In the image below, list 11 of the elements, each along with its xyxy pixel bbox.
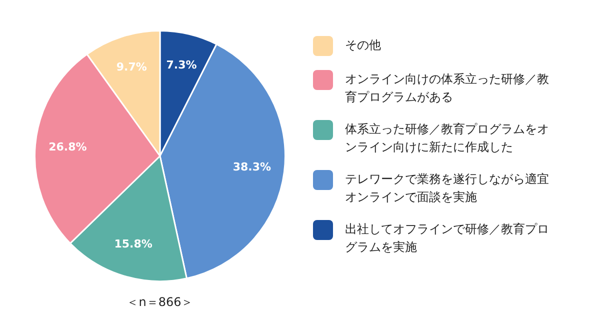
text: ＜n＝866＞ [126,294,194,311]
legend-label: その他 [345,37,382,54]
data-label: 7.3% [166,58,197,72]
legend-label: オンライン向けの体系立った研修／教育プログラムがある [345,71,550,106]
data-label: 26.8% [48,140,87,154]
legend-label: テレワークで業務を遂行しながら適宜オンラインで面談を実施 [345,171,550,206]
data-label: 15.8% [114,238,152,251]
data-label: 38.3% [232,160,272,174]
legend-label: 体系立った研修／教育プログラムをオンライン向けに新たに作成した [345,121,550,156]
data-label: 9.7% [116,60,147,74]
legend-label: 出社してオフラインで研修／教育プログラムを実施 [345,221,550,256]
